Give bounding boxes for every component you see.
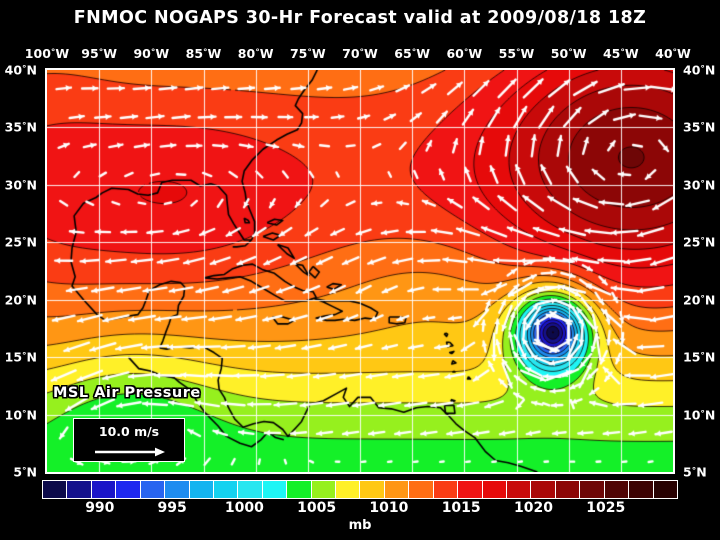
right-arrow-icon	[95, 447, 165, 457]
latitude-tick-25N-left: 25°N	[4, 234, 37, 250]
colorbar-tick-990: 990	[85, 500, 115, 516]
longitude-tick-100W: 100°W	[24, 46, 70, 61]
colorbar-swatch	[482, 481, 508, 498]
latitude-tick-10N-right: 10°N	[683, 407, 716, 423]
latitude-tick-20N-right: 20°N	[683, 292, 716, 308]
colorbar[interactable]	[42, 480, 678, 499]
colorbar-tick-1005: 1005	[297, 500, 337, 516]
wind-scale-value: 10.0 m/s	[98, 424, 160, 439]
latitude-tick-35N-left: 35°N	[4, 119, 37, 135]
colorbar-swatch	[43, 481, 68, 498]
latitude-tick-20N-left: 20°N	[4, 292, 37, 308]
colorbar-swatch	[67, 481, 92, 498]
colorbar-swatch	[507, 481, 532, 498]
colorbar-swatch	[238, 481, 263, 498]
colorbar-swatch	[213, 481, 239, 498]
longitude-axis-top: 100°W 95°W 90°W 85°W 80°W 75°W 70°W 65°W 60°W 55°…	[25, 46, 691, 62]
longitude-tick-65W: 65°W	[394, 46, 431, 61]
colorbar-swatch	[360, 481, 385, 498]
latitude-tick-40N-right: 40°N	[683, 62, 716, 78]
longitude-tick-60W: 60°W	[446, 46, 483, 61]
longitude-tick-40W: 40°W	[655, 46, 691, 61]
colorbar-swatch	[336, 481, 361, 498]
msl-air-pressure-label: MSL Air Pressure	[53, 385, 201, 401]
latitude-tick-5N-left: 5°N	[13, 464, 37, 480]
latitude-tick-10N-left: 10°N	[4, 407, 37, 423]
latitude-tick-30N-right: 30°N	[683, 177, 716, 193]
colorbar-tick-1020: 1020	[513, 500, 553, 516]
colorbar-swatch	[531, 481, 556, 498]
colorbar-swatch	[116, 481, 141, 498]
colorbar-swatch	[629, 481, 654, 498]
pressure-field-canvas	[47, 70, 673, 472]
longitude-tick-95W: 95°W	[81, 46, 118, 61]
colorbar-tick-1015: 1015	[441, 500, 481, 516]
latitude-tick-5N-right: 5°N	[683, 464, 707, 480]
colorbar-swatch	[555, 481, 581, 498]
colorbar-swatch	[458, 481, 483, 498]
latitude-tick-15N-left: 15°N	[4, 349, 37, 365]
colorbar-swatch	[262, 481, 288, 498]
colorbar-swatch	[580, 481, 605, 498]
colorbar-swatch	[287, 481, 312, 498]
latitude-tick-15N-right: 15°N	[683, 349, 716, 365]
colorbar-swatch	[189, 481, 214, 498]
colorbar-tick-1000: 1000	[224, 500, 264, 516]
longitude-tick-70W: 70°W	[342, 46, 378, 61]
colorbar-swatch	[91, 481, 117, 498]
wind-scale-legend: 10.0 m/s	[73, 418, 185, 462]
colorbar-tick-1010: 1010	[369, 500, 409, 516]
page-title: FNMOC NOGAPS 30-Hr Forecast valid at 200…	[73, 8, 647, 28]
colorbar-tick-1025: 1025	[586, 500, 626, 516]
longitude-tick-50W: 50°W	[550, 46, 587, 61]
latitude-tick-25N-right: 25°N	[683, 234, 716, 250]
colorbar-swatch	[653, 481, 677, 498]
longitude-tick-85W: 85°W	[185, 46, 222, 61]
colorbar-swatch	[409, 481, 434, 498]
colorbar-swatch	[384, 481, 410, 498]
latitude-tick-35N-right: 35°N	[683, 119, 716, 135]
latitude-axis-right: 40°N 35°N 30°N 25°N 20°N 15°N 10°N 5°N	[679, 63, 720, 480]
map-plot-area[interactable]	[45, 68, 675, 474]
longitude-tick-55W: 55°W	[498, 46, 535, 61]
colorbar-unit-label: mb	[348, 518, 372, 533]
colorbar-tick-labels: 990 995 1000 1005 1010 1015 1020 1025	[0, 500, 720, 518]
latitude-tick-40N-left: 40°N	[4, 62, 37, 78]
colorbar-swatch	[165, 481, 190, 498]
colorbar-swatch	[311, 481, 337, 498]
longitude-tick-45W: 45°W	[602, 46, 639, 61]
latitude-axis-left: 40°N 35°N 30°N 25°N 20°N 15°N 10°N 5°N	[0, 63, 41, 480]
colorbar-tick-995: 995	[157, 500, 187, 516]
colorbar-swatch	[140, 481, 166, 498]
colorbar-swatch	[433, 481, 459, 498]
latitude-tick-30N-left: 30°N	[4, 177, 37, 193]
longitude-tick-80W: 80°W	[237, 46, 274, 61]
longitude-tick-90W: 90°W	[133, 46, 170, 61]
longitude-tick-75W: 75°W	[289, 46, 326, 61]
colorbar-swatch	[604, 481, 630, 498]
